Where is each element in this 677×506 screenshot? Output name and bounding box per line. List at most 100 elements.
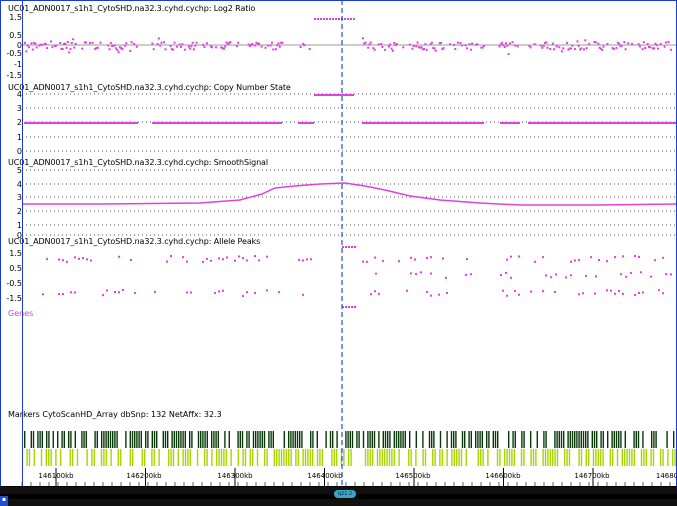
allele-point [130,258,132,261]
cn-point [536,122,538,124]
log2-point [412,45,415,48]
allele-point [70,291,72,294]
allele-point [342,246,344,248]
marker-tick-dark [182,431,184,448]
marker-tick-light [595,449,597,466]
cn-point [366,122,368,124]
cn-point [434,122,436,124]
cn-point [214,122,216,124]
cn-point [188,122,190,124]
log2-point [280,41,283,44]
log2-point [160,41,163,44]
marker-tick-dark [428,431,431,448]
allele-point [310,258,312,261]
marker-tick-dark [446,431,448,448]
marker-tick-light [40,449,43,466]
marker-tick-dark [673,431,675,448]
marker-tick-light [151,449,153,466]
log2-point [541,46,544,49]
log2-point [514,44,517,47]
cn-point [158,122,160,124]
log2-point [469,48,472,51]
log2-point [664,41,667,44]
log2-point [566,41,569,44]
log2-point [68,51,71,54]
cytoband-badge[interactable]: q21.2 [334,490,356,498]
log2-point [59,42,62,45]
log2-point [425,48,428,51]
log2-point [50,40,52,43]
marker-tick-light [244,449,247,466]
cn-point [274,122,276,124]
log2-point [27,46,30,49]
allele-point [62,259,64,262]
marker-tick-dark [431,431,433,448]
log2-point [251,43,254,46]
cn-point [352,94,354,96]
cn-point [672,122,674,124]
log2-point [34,42,37,45]
allele-point [254,255,256,258]
log2-point [644,47,647,50]
marker-tick-dark [299,431,301,448]
marker-tick-dark [268,431,270,448]
cn-point [574,122,576,124]
marker-tick-dark [101,431,103,448]
log2-point [540,44,543,47]
marker-tick-dark [178,431,180,448]
marker-tick-light [103,449,105,466]
marker-tick-light [336,449,338,466]
log2-point [606,42,609,45]
cn-point [482,122,484,124]
allele-point [122,289,124,292]
marker-tick-light [230,449,232,466]
log2-point [113,44,116,47]
marker-tick-dark [292,431,294,448]
allele-tick: 0.5 [9,264,22,273]
log2-point [597,42,600,45]
marker-tick-light [465,449,467,466]
log2-point [70,42,73,45]
marker-tick-dark [470,431,472,448]
log2-point [225,41,228,44]
cn-point [560,122,562,124]
marker-tick-dark [481,431,483,448]
allele-point [58,293,60,296]
cn-point [430,122,432,124]
log2-point [222,47,225,50]
log2-point [542,44,545,47]
cn-point [254,122,256,124]
log2-point [453,43,455,46]
marker-tick-light [580,449,583,466]
log2-point [423,47,426,50]
cn-point [582,122,584,124]
log2-point [66,41,69,44]
cn-point [44,122,46,124]
cn-point [390,122,392,124]
allele-point [258,259,260,262]
log2-point [670,48,673,51]
allele-point [614,292,616,295]
cn-point [472,122,474,124]
marker-tick-dark [387,431,389,448]
cn-point [646,122,648,124]
marker-tick-light [434,449,436,466]
marker-tick-light [211,449,213,466]
cn-point [518,122,520,124]
cn-point [412,122,414,124]
marker-tick-dark [382,431,384,448]
allele-point [578,293,580,296]
log2-point [256,42,259,45]
marker-tick-light [132,449,134,466]
log2-point [209,45,212,48]
cn-point [126,122,128,124]
log2-point [51,46,54,49]
log2-point [553,48,556,51]
marker-tick-dark [202,431,204,448]
marker-tick-light [283,449,285,466]
cn-point [306,122,308,124]
log2-point [277,42,280,45]
